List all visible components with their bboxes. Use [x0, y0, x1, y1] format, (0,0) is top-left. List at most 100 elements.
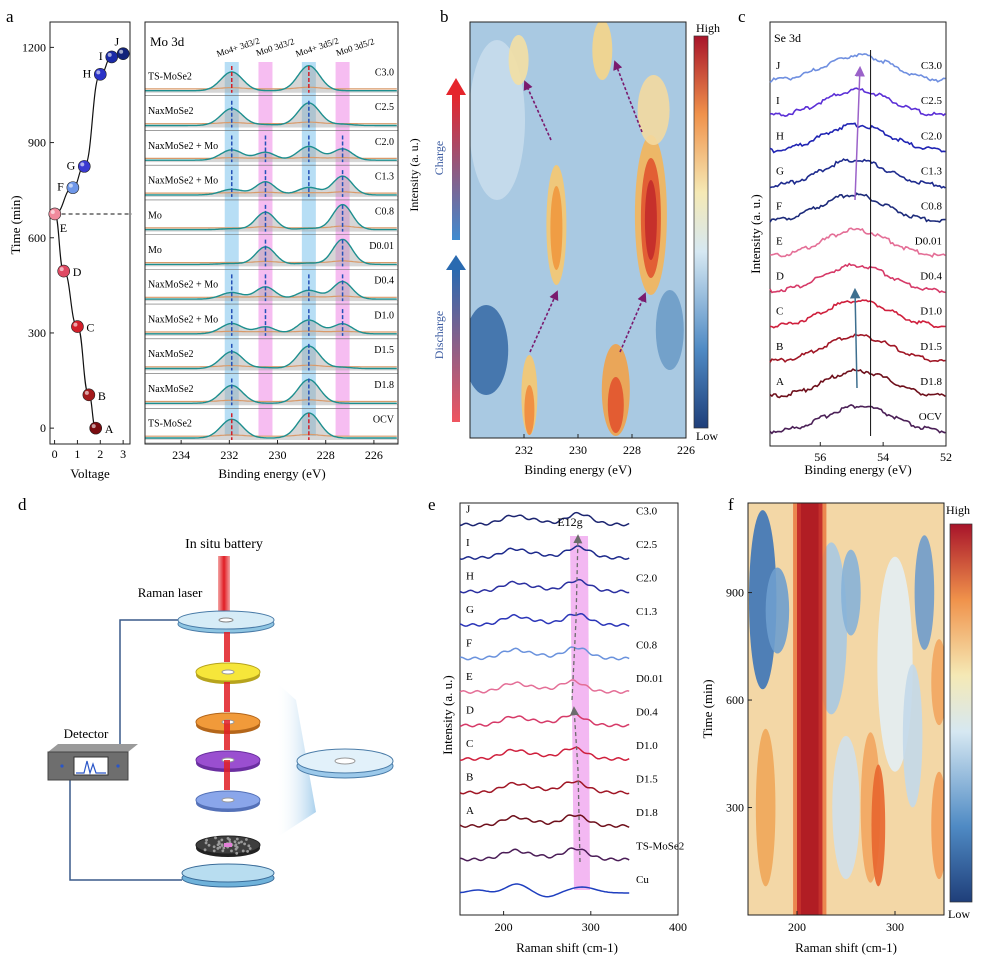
electrode-particle	[235, 837, 239, 841]
xps-row-left-label: NaxMoSe2	[148, 384, 194, 395]
charge-arrow-bar	[452, 95, 460, 240]
electrode-particle	[216, 843, 220, 847]
xps-row: NaxMoSe2 + Mo D1.0	[145, 309, 398, 340]
raman-spectrum-label: D0.4	[636, 707, 658, 719]
xps-row-envelope	[145, 260, 397, 264]
xps-row: Mo C0.8	[145, 203, 398, 235]
raman-laser-label: Raman laser	[138, 585, 203, 600]
time-y-tick-label: 0	[40, 421, 46, 435]
xps-row-fill	[145, 239, 398, 267]
raman-spectrum-d1.0	[460, 746, 630, 761]
voltage-point-label-j: J	[114, 35, 119, 49]
detector-spectrum-icon	[76, 760, 106, 776]
voltage-point-highlight	[50, 209, 55, 214]
electrode-particle	[214, 836, 217, 840]
voltage-point-label-c: C	[86, 321, 94, 335]
time-y-tick-label: 600	[28, 231, 46, 245]
laser-beam-segment	[224, 760, 230, 790]
electrode-particle	[234, 847, 238, 851]
se3d-x-tick-label: 52	[940, 450, 952, 464]
voltage-x-tick-label: 0	[52, 447, 58, 461]
xps-row-fit	[145, 280, 397, 300]
voltage-plot-frame	[49, 21, 131, 445]
raman-map-y-tick-label: 300	[726, 801, 744, 815]
electrode-particle	[220, 844, 224, 847]
exploded-view-fan	[276, 682, 316, 838]
se3d-title: Se 3d	[774, 31, 801, 45]
se3d-spectrum-label: C0.8	[921, 200, 943, 212]
voltage-point-highlight	[119, 49, 124, 54]
raman-map-blob	[914, 535, 935, 650]
xps-row-envelope	[145, 191, 397, 194]
laser-beam-segment	[224, 720, 230, 750]
electrode-particle	[226, 837, 230, 840]
xps-map-x-tick-label: 226	[677, 443, 695, 457]
raman-spectrum-label: C0.8	[636, 640, 658, 652]
xps-row-right-label: D1.8	[374, 380, 394, 391]
raman-map-blob	[832, 735, 860, 880]
raman-map-blob	[841, 549, 861, 636]
raman-map-colorbar-low: Low	[948, 907, 970, 921]
xps-row-right-label: C2.0	[375, 137, 394, 148]
xps-x-ticks: 234 232 230 228 226	[172, 440, 383, 462]
electrode-particle	[217, 840, 221, 844]
raman-spectrum-c2.5	[459, 545, 630, 560]
voltage-point-c	[71, 320, 84, 333]
map-blob	[524, 385, 535, 435]
xps-row-fit	[145, 203, 397, 231]
voltage-x-label: Voltage	[70, 466, 110, 481]
electrode-particle	[203, 848, 207, 852]
raman-main-band-edge	[793, 503, 797, 915]
se3d-spectrum-letter: J	[776, 60, 781, 72]
raman-contour-fill	[748, 503, 944, 915]
se3d-spectrum-c2.5	[769, 87, 946, 117]
xps-row-right-label: D1.0	[374, 310, 394, 321]
se3d-spectrum-c3.0	[769, 53, 946, 84]
electrode-particle	[237, 841, 241, 845]
panel-letter-e: e	[428, 495, 436, 514]
electrode-particle	[241, 849, 245, 853]
xps-row: TS-MoSe2 OCV	[145, 412, 398, 444]
cell-top-plate	[177, 610, 275, 634]
xps-map-x-tick-label: 232	[515, 443, 533, 457]
charge-arrow-head	[446, 78, 466, 95]
xps-row-left-label: NaxMoSe2	[148, 349, 194, 360]
xps-row-envelope	[145, 121, 397, 125]
xps-row-fit	[145, 238, 397, 266]
xps-band-mo4_b	[301, 62, 316, 436]
se3d-spectrum-letter: A	[776, 376, 784, 388]
electrode-particle	[233, 840, 237, 844]
cell-layer-stack	[195, 632, 261, 857]
xps-header-labels: Mo4+ 3d3/2 Mo0 3d3/2 Mo4+ 3d5/2 Mo0 3d5/…	[215, 35, 375, 58]
raman-map-blob	[871, 764, 886, 887]
peak-shift-arrow	[523, 80, 552, 141]
raman-spectrum-letter: C	[466, 738, 473, 750]
discharge-label: Discharge	[432, 311, 446, 359]
e2g-return-arrow	[571, 534, 583, 701]
xps-row-envelope	[145, 86, 397, 90]
voltage-point-i	[105, 50, 119, 64]
xps-header-mo0-3d3: Mo0 3d3/2	[255, 36, 296, 58]
se3d-xps-stack: Se 3d OCV D1.8 A D1.5 B D1.0 C D0.4 D D0.01 E C0.8 F…	[748, 21, 952, 477]
xps-row: NaxMoSe2 + Mo C2.0	[145, 135, 398, 166]
xps-frame	[144, 21, 399, 445]
se3d-y-label: Intensity (a. u.)	[748, 194, 763, 273]
voltage-time-plot: 0 1 2 3 0 300 600 900 1200 A B C D E FG HIJ Voltage Ti…	[8, 21, 132, 481]
detector-upper-wire	[119, 619, 180, 744]
electrode-particle	[230, 849, 233, 853]
xps-row-fit	[145, 145, 397, 161]
raman-spectrum-letter: A	[466, 805, 474, 817]
xps-x-tick-label: 232	[220, 448, 238, 462]
raman-map-blob	[902, 664, 923, 808]
xps-row-right-label: D0.4	[374, 276, 394, 287]
raman-spectrum-letter: D	[466, 705, 474, 717]
time-y-tick-label: 300	[28, 326, 46, 340]
raman-spectrum-label: C2.0	[636, 573, 658, 585]
raman-spectrum-label: D1.5	[636, 774, 658, 786]
electrode-particle	[240, 840, 243, 844]
xps-row: TS-MoSe2 C3.0	[145, 64, 398, 97]
se3d-spectrum-letter: E	[776, 236, 783, 248]
voltage-point-a	[89, 421, 103, 435]
e2g-highlight-band	[570, 536, 590, 890]
raman-x-tick-label: 300	[582, 920, 600, 934]
